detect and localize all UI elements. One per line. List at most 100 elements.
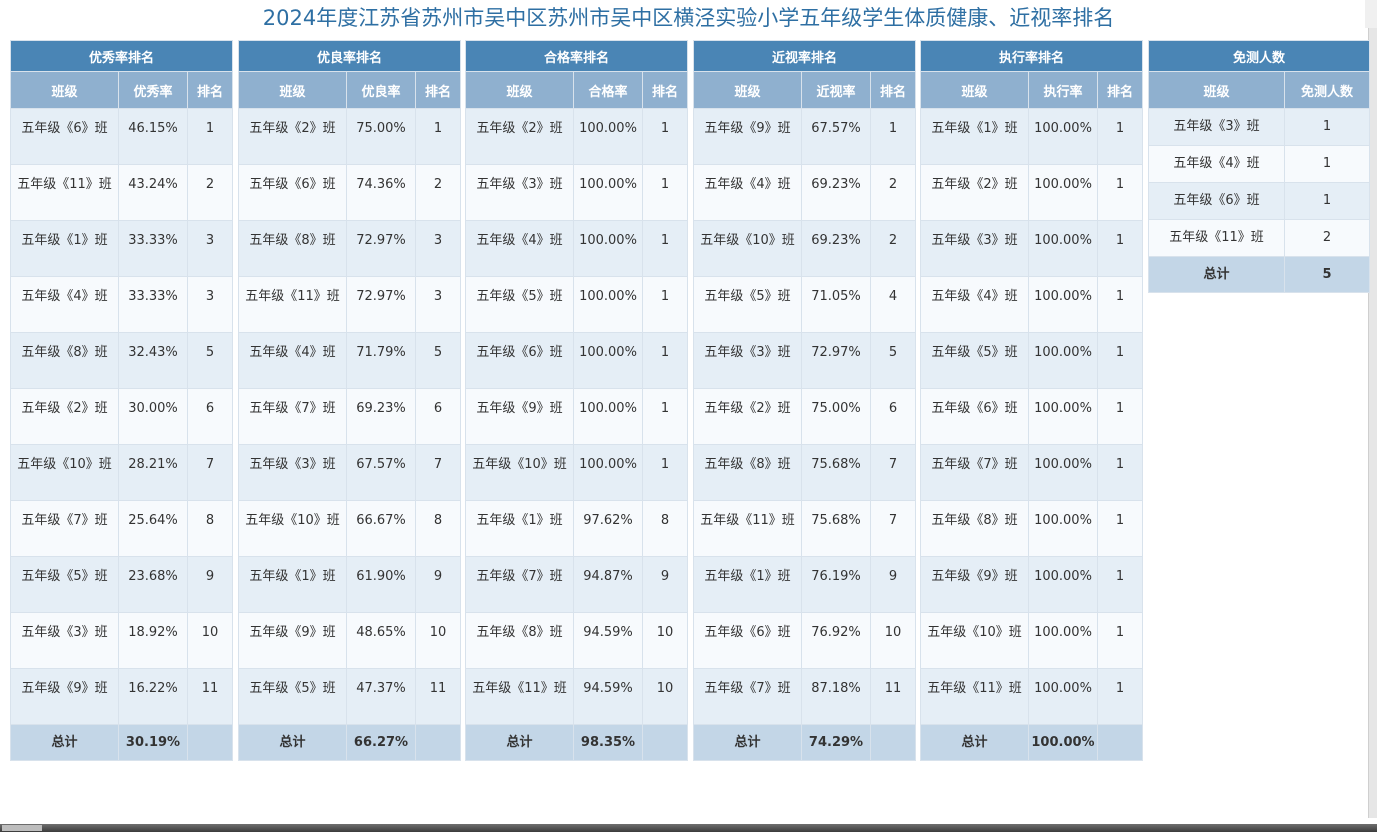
rank-cell: 1 <box>641 332 689 389</box>
class-name-cell: 五年级《10》班 <box>693 220 802 277</box>
table-row: 五年级《8》班 94.59% 10 <box>465 612 689 669</box>
class-name-cell: 五年级《8》班 <box>10 332 119 389</box>
rank-cell: 1 <box>414 108 462 165</box>
count-cell: 1 <box>1283 182 1371 220</box>
rate-cell: 32.43% <box>118 332 188 389</box>
rate-cell: 25.64% <box>118 500 188 557</box>
class-name-cell: 五年级《5》班 <box>238 668 347 725</box>
total-rank-empty <box>414 724 462 761</box>
table-title: 执行率排名 <box>919 40 1144 72</box>
rate-cell: 33.33% <box>118 276 188 333</box>
class-name-cell: 五年级《4》班 <box>920 276 1029 333</box>
table-row: 五年级《2》班 75.00% 1 <box>238 108 462 165</box>
rate-cell: 75.00% <box>801 388 871 445</box>
total-row: 总计 100.00% <box>920 724 1144 761</box>
rank-cell: 7 <box>186 444 234 501</box>
table-title: 合格率排名 <box>464 40 689 72</box>
class-name-cell: 五年级《9》班 <box>693 108 802 165</box>
rank-cell: 9 <box>641 556 689 613</box>
rank-cell: 6 <box>186 388 234 445</box>
total-label: 总计 <box>465 724 574 761</box>
column-header-class: 班级 <box>465 71 574 109</box>
rank-cell: 1 <box>1096 668 1144 725</box>
class-name-cell: 五年级《6》班 <box>1148 182 1285 220</box>
table-row: 五年级《11》班 43.24% 2 <box>10 164 234 221</box>
table-row: 五年级《6》班 100.00% 1 <box>920 388 1144 445</box>
vertical-scrollbar[interactable] <box>1368 28 1377 818</box>
table-row: 五年级《2》班 30.00% 6 <box>10 388 234 445</box>
total-row: 总计 30.19% <box>10 724 234 761</box>
rate-cell: 71.79% <box>346 332 416 389</box>
rate-cell: 100.00% <box>1028 500 1098 557</box>
rate-cell: 100.00% <box>1028 388 1098 445</box>
rank-cell: 9 <box>186 556 234 613</box>
rank-cell: 10 <box>414 612 462 669</box>
rate-cell: 100.00% <box>1028 556 1098 613</box>
class-name-cell: 五年级《10》班 <box>10 444 119 501</box>
column-header-rate: 执行率 <box>1028 71 1098 109</box>
rank-cell: 1 <box>186 108 234 165</box>
class-name-cell: 五年级《1》班 <box>465 500 574 557</box>
class-name-cell: 五年级《7》班 <box>920 444 1029 501</box>
rank-cell: 8 <box>641 500 689 557</box>
rank-cell: 1 <box>641 444 689 501</box>
table-row: 五年级《10》班 66.67% 8 <box>238 500 462 557</box>
total-row: 总计 5 <box>1148 256 1371 293</box>
table-title: 优良率排名 <box>237 40 462 72</box>
rate-cell: 100.00% <box>1028 276 1098 333</box>
class-name-cell: 五年级《4》班 <box>10 276 119 333</box>
rate-cell: 100.00% <box>573 444 643 501</box>
rank-cell: 10 <box>641 668 689 725</box>
class-name-cell: 五年级《4》班 <box>693 164 802 221</box>
total-label: 总计 <box>238 724 347 761</box>
column-header-rate: 合格率 <box>573 71 643 109</box>
total-label: 总计 <box>1148 256 1285 293</box>
column-header-class: 班级 <box>1148 71 1285 109</box>
rate-cell: 100.00% <box>1028 164 1098 221</box>
rate-cell: 100.00% <box>573 220 643 277</box>
rate-cell: 75.68% <box>801 500 871 557</box>
rank-cell: 1 <box>1096 164 1144 221</box>
rank-cell: 1 <box>641 108 689 165</box>
total-label: 总计 <box>920 724 1029 761</box>
rank-cell: 7 <box>869 444 917 501</box>
count-cell: 2 <box>1283 219 1371 257</box>
table-row: 五年级《4》班 100.00% 1 <box>465 220 689 277</box>
class-name-cell: 五年级《3》班 <box>465 164 574 221</box>
table-row: 五年级《4》班 33.33% 3 <box>10 276 234 333</box>
scrollbar-thumb[interactable] <box>2 825 42 831</box>
rank-cell: 1 <box>641 164 689 221</box>
table-row: 五年级《3》班 1 <box>1148 108 1371 146</box>
table-row: 五年级《10》班 100.00% 1 <box>920 612 1144 669</box>
class-name-cell: 五年级《2》班 <box>238 108 347 165</box>
table-row: 五年级《7》班 25.64% 8 <box>10 500 234 557</box>
class-name-cell: 五年级《11》班 <box>920 668 1029 725</box>
class-name-cell: 五年级《11》班 <box>693 500 802 557</box>
table-row: 五年级《5》班 100.00% 1 <box>465 276 689 333</box>
rank-cell: 2 <box>186 164 234 221</box>
column-header-rate: 优秀率 <box>118 71 188 109</box>
class-name-cell: 五年级《7》班 <box>238 388 347 445</box>
class-name-cell: 五年级《1》班 <box>693 556 802 613</box>
table-row: 五年级《9》班 100.00% 1 <box>920 556 1144 613</box>
horizontal-scrollbar[interactable] <box>0 824 1377 832</box>
table-title: 优秀率排名 <box>9 40 234 72</box>
ranking-table: 近视率排名 班级 近视率 排名 五年级《9》班 67.57% 1 五年级《4》班 69.… <box>692 40 917 761</box>
table-title: 免测人数 <box>1147 40 1371 72</box>
table-row: 五年级《8》班 32.43% 5 <box>10 332 234 389</box>
class-name-cell: 五年级《10》班 <box>465 444 574 501</box>
class-name-cell: 五年级《5》班 <box>10 556 119 613</box>
table-row: 五年级《5》班 100.00% 1 <box>920 332 1144 389</box>
table-row: 五年级《10》班 28.21% 7 <box>10 444 234 501</box>
rank-cell: 2 <box>869 164 917 221</box>
total-rank-empty <box>869 724 917 761</box>
table-row: 五年级《7》班 94.87% 9 <box>465 556 689 613</box>
rate-cell: 76.92% <box>801 612 871 669</box>
rank-cell: 1 <box>1096 444 1144 501</box>
class-name-cell: 五年级《7》班 <box>465 556 574 613</box>
table-row: 五年级《5》班 71.05% 4 <box>693 276 917 333</box>
class-name-cell: 五年级《11》班 <box>465 668 574 725</box>
rate-cell: 72.97% <box>346 220 416 277</box>
rank-cell: 1 <box>1096 332 1144 389</box>
class-name-cell: 五年级《4》班 <box>1148 145 1285 183</box>
